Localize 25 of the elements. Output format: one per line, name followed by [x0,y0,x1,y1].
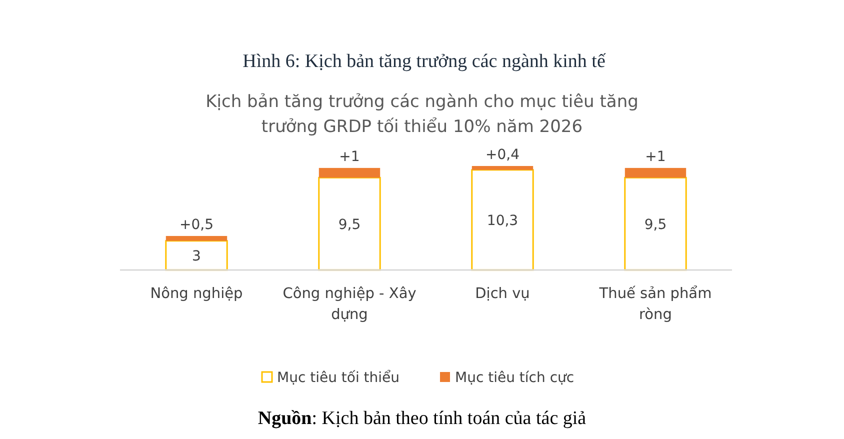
data-label: +1 [645,148,666,165]
bar [472,166,534,170]
x-tick-label: Dịch vụ [475,286,530,302]
data-label: 9,5 [338,216,361,233]
bar [624,168,686,178]
legend-label: Mục tiêu tích cực [455,370,574,386]
data-label: 10,3 [486,212,518,229]
legend-label: Mục tiêu tối thiểu [277,369,400,386]
data-label: +0,4 [486,147,520,163]
text: Nguồn: Kịch bản theo tính toán của tác giả [258,408,587,429]
data-label: +0,5 [180,216,214,233]
bar [624,176,687,271]
data-label: 9,5 [644,216,667,233]
chart-title: Hình 6: Kịch bản tăng trưởng các ngành kinh tế [242,51,606,72]
bar [471,169,534,271]
x-tick-label: Công nghiệp - Xây dựng [282,286,417,323]
x-tick-label: Nông nghiệp [150,286,243,302]
data-label: 3 [192,248,201,264]
bar [318,168,380,178]
chart-subtitle: Kịch bản tăng trưởng các ngành cho mục tiêu tăng trưởng GRDP tối thiểu 10% năm 2026 [206,92,638,137]
x-tick-label: Thuế sản phẩm ròng [598,285,712,323]
data-label: +1 [339,148,360,165]
bar [165,240,228,271]
bar [318,176,381,271]
bar [166,236,228,241]
